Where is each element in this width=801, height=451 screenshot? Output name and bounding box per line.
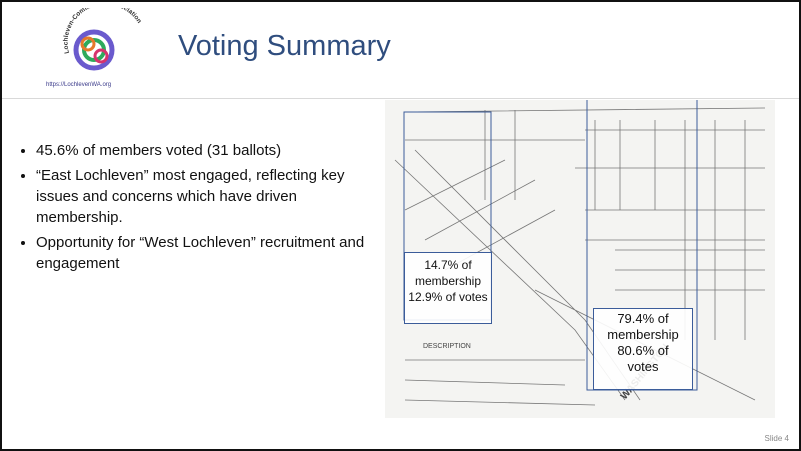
bullet: “East Lochleven” most engaged, reflectin… — [36, 165, 386, 228]
west-line: 12.9% of votes — [405, 289, 491, 305]
east-line: 79.4% of — [594, 311, 692, 327]
bullet: Opportunity for “West Lochleven” recruit… — [36, 232, 386, 274]
logo-knot — [76, 32, 112, 68]
east-line: 80.6% of — [594, 343, 692, 359]
bullet-list: 45.6% of members voted (31 ballots) “Eas… — [16, 140, 386, 278]
east-box: 79.4% of membership 80.6% of votes — [593, 308, 693, 390]
east-line: membership — [594, 327, 692, 343]
west-line: membership — [405, 273, 491, 289]
bullet: 45.6% of members voted (31 ballots) — [36, 140, 386, 161]
logo: Lochleven-Community-Association — [44, 8, 174, 88]
title: Voting Summary — [178, 30, 391, 63]
map-label: DESCRIPTION — [423, 343, 471, 350]
west-box: 14.7% of membership 12.9% of votes — [404, 252, 492, 324]
west-line: 14.7% of — [405, 257, 491, 273]
logo-url: https://LochlevenWA.org — [46, 82, 111, 88]
divider — [2, 98, 799, 99]
slide: Lochleven-Community-Association https://… — [0, 0, 801, 451]
east-line: votes — [594, 359, 692, 375]
slide-number: Slide 4 — [765, 434, 789, 443]
